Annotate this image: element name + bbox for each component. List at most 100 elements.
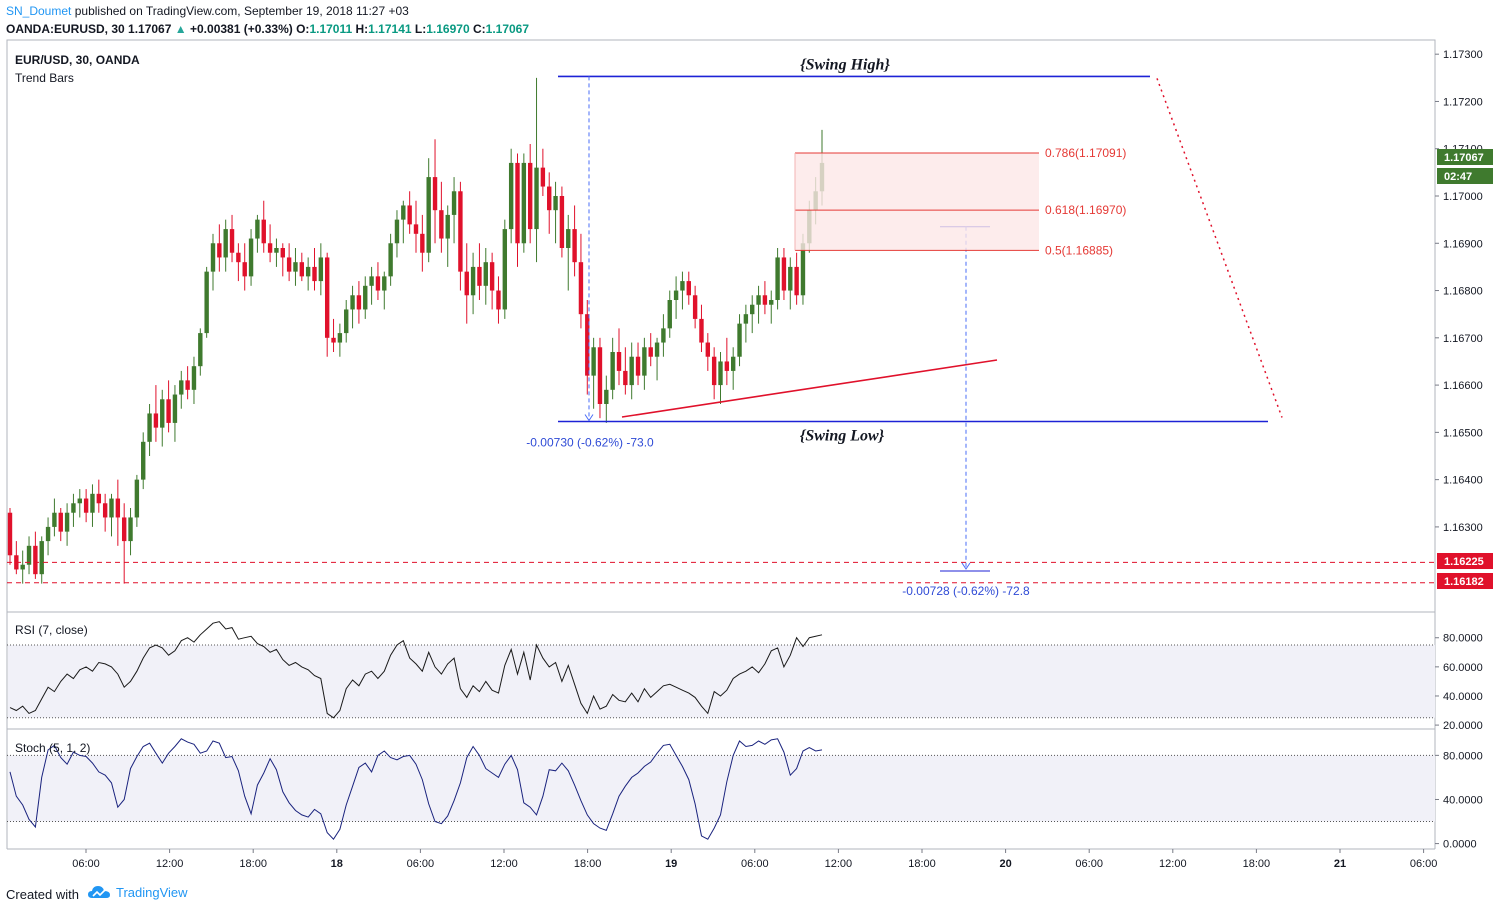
cloud-icon — [88, 886, 110, 898]
candle-body — [388, 243, 393, 277]
footer: Created with TradingView — [0, 878, 1499, 912]
time-tick-label: 18:00 — [1243, 858, 1271, 870]
time-tick-label: 06:00 — [741, 858, 769, 870]
candle-body — [261, 219, 266, 244]
price-tick-label: 1.16700 — [1443, 333, 1483, 345]
candle-body — [382, 276, 387, 291]
price-tag — [1437, 553, 1493, 569]
candle-body — [578, 262, 584, 315]
low-value: 1.16970 — [426, 22, 470, 36]
stoch-axis-label: 0.0000 — [1443, 839, 1477, 851]
candle-body — [179, 380, 184, 395]
open-value: 1.17011 — [309, 22, 353, 36]
candle-body — [597, 347, 603, 404]
candle-body — [115, 498, 121, 518]
candle-body — [248, 238, 254, 277]
candle-body — [654, 342, 660, 357]
tradingview-logo[interactable]: TradingView — [88, 885, 188, 900]
candle-body — [420, 233, 425, 253]
candle-body — [616, 352, 622, 371]
price-tick-label: 1.16800 — [1443, 286, 1483, 298]
candle-body — [730, 356, 736, 371]
fib-level-label: 0.5(1.16885) — [1045, 243, 1113, 257]
candle-body — [699, 318, 704, 343]
candle-body — [280, 248, 285, 258]
candle-body — [293, 262, 298, 272]
candle-body — [635, 356, 641, 376]
rsi-band — [8, 645, 1435, 718]
candle-body — [375, 276, 381, 291]
candle-body — [585, 314, 590, 376]
price-tag — [1437, 168, 1493, 184]
time-tick-label: 19 — [665, 858, 677, 870]
candle-body — [90, 493, 95, 513]
candle-body — [566, 229, 571, 248]
stoch-legend: Stoch (5, 1, 2) — [15, 741, 91, 755]
candle-body — [521, 162, 527, 244]
fib-zone — [795, 152, 1039, 251]
candle-body — [223, 229, 228, 258]
time-tick-label: 06:00 — [1410, 858, 1438, 870]
stoch-axis-label: 80.0000 — [1443, 750, 1483, 762]
candle-body — [800, 243, 806, 296]
candle-body — [331, 337, 336, 343]
high-value: 1.17141 — [368, 22, 412, 36]
price-change: +0.00381 (+0.33%) — [190, 22, 293, 36]
candle-body — [134, 479, 140, 518]
candle-body — [711, 356, 717, 386]
candle-body — [426, 177, 431, 253]
candle-body — [141, 441, 146, 480]
price-tick-label: 1.16300 — [1443, 522, 1483, 534]
candle-body — [52, 512, 57, 527]
measure-arrow-icon — [961, 562, 971, 570]
high-label: H: — [355, 22, 369, 36]
candle-body — [160, 399, 165, 428]
candle-body — [407, 205, 412, 225]
candle-body — [604, 389, 609, 404]
candle-body — [464, 271, 469, 296]
time-tick-label: 20 — [999, 858, 1011, 870]
candle-body — [394, 219, 400, 244]
author-link[interactable]: SN_Doumet — [6, 4, 72, 18]
candle-body — [439, 210, 444, 239]
candle-body — [591, 347, 596, 376]
time-tick-label: 06:00 — [1075, 858, 1103, 870]
measure-label: -0.00730 (-0.62%) -73.0 — [526, 435, 654, 449]
price-tag-label: 1.17067 — [1444, 152, 1484, 164]
price-tick-label: 1.17300 — [1443, 49, 1483, 61]
candle-body — [96, 493, 102, 504]
candle-body — [229, 229, 235, 253]
time-tick-label: 06:00 — [407, 858, 435, 870]
stoch-axis-label: 40.0000 — [1443, 794, 1483, 806]
open-label: O: — [296, 22, 310, 36]
candle-body — [432, 177, 438, 211]
publish-info: published on TradingView.com, September … — [74, 4, 409, 18]
candle-body — [559, 196, 565, 248]
candle-body — [642, 347, 647, 376]
candle-body — [39, 541, 44, 575]
candle-body — [470, 266, 476, 296]
candle-body — [788, 266, 793, 291]
time-tick-label: 06:00 — [72, 858, 100, 870]
candle-body — [705, 342, 711, 357]
time-tick-label: 18 — [331, 858, 343, 870]
time-tick-label: 12:00 — [825, 858, 853, 870]
close-label: C: — [472, 22, 486, 36]
price-tick-label: 1.16400 — [1443, 475, 1483, 487]
candle-body — [45, 526, 51, 542]
candle-body — [737, 323, 742, 357]
candle-body — [496, 290, 501, 310]
time-tick-label: 12:00 — [490, 858, 518, 870]
candle-body — [540, 167, 546, 187]
candle-body — [718, 361, 723, 386]
candle-body — [750, 304, 755, 315]
price-tick-label: 1.16900 — [1443, 238, 1483, 250]
candle-body — [109, 498, 114, 518]
publish-line: SN_Doumet published on TradingView.com, … — [6, 4, 409, 18]
candle-body — [350, 295, 355, 310]
candle-body — [451, 191, 457, 215]
candle-body — [401, 205, 406, 220]
candle-body — [489, 262, 495, 291]
candle-body — [527, 162, 533, 230]
